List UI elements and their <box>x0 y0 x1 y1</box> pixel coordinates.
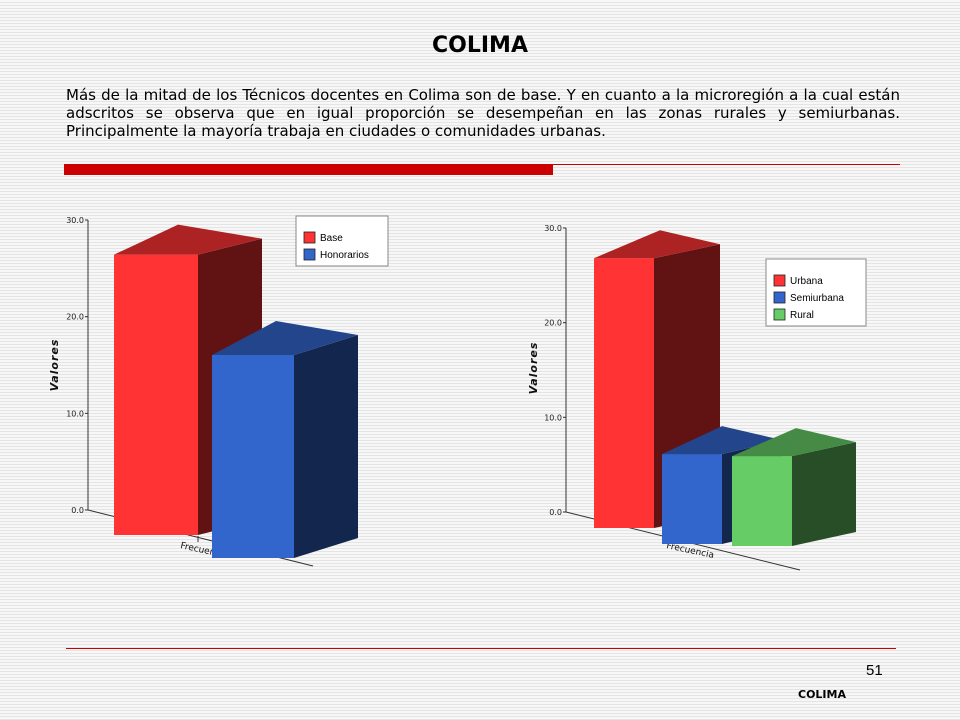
legend-label: Honorarios <box>320 250 369 261</box>
bar-top-face <box>594 230 720 259</box>
bar-chart-2: 0.0 10.0 20.0 30.0 Frecuencia Valores Urbana Se… <box>527 224 867 571</box>
legend-label: Urbana <box>790 276 823 287</box>
bar-side-face <box>792 442 856 546</box>
y-tick-label: 20.0 <box>544 319 562 328</box>
legend-swatch <box>303 231 316 244</box>
bar-side-face <box>294 335 358 558</box>
y-tick-label: 30.0 <box>66 216 84 225</box>
y-axis-title: Valores <box>527 342 540 395</box>
bar-chart-1: 0.010.020.030.0FrecuenciaValoresBaseHono… <box>48 215 389 567</box>
legend-label: Semiurbana <box>790 293 844 304</box>
legend-swatch <box>773 308 786 321</box>
bar-front-face <box>732 456 792 546</box>
y-axis-title: Valores <box>48 339 61 392</box>
y-tick-label: 10.0 <box>544 413 562 422</box>
bar-front-face <box>594 258 654 528</box>
legend-swatch <box>773 274 786 287</box>
intro-paragraph: Más de la mitad de los Técnicos docentes… <box>66 86 900 140</box>
bottom-divider-line <box>66 648 896 649</box>
page-number: 51 <box>866 662 883 679</box>
page-title: COLIMA <box>432 33 528 58</box>
bar-rural <box>732 428 856 546</box>
footer-label: COLIMA <box>798 688 846 701</box>
y-tick-label: 0.0 <box>71 506 84 515</box>
bar-top-face <box>114 224 262 255</box>
x-category-label: Frecuencia <box>665 541 714 561</box>
y-tick-label: 30.0 <box>544 224 562 233</box>
y-tick-label: 20.0 <box>66 313 84 322</box>
red-divider-bar <box>64 164 553 175</box>
red-divider-line <box>553 164 900 165</box>
bar-top-face <box>212 321 358 355</box>
y-tick-label: 10.0 <box>66 409 84 418</box>
y-tick-label: 0.0 <box>549 508 562 517</box>
legend-swatch <box>303 248 316 261</box>
bar-top-face <box>662 426 782 455</box>
chart-legend: Urbana Semiurbana Rural <box>765 258 867 327</box>
chart-legend: Base Honorarios <box>295 215 389 267</box>
bar-front-face <box>662 454 722 544</box>
bar-honorarios <box>212 321 358 558</box>
bar-top-face <box>732 428 856 457</box>
bar-front-face <box>114 254 198 535</box>
legend-swatch <box>773 291 786 304</box>
bar-front-face <box>212 355 294 558</box>
legend-label: Base <box>320 233 343 244</box>
legend-label: Rural <box>790 310 814 321</box>
